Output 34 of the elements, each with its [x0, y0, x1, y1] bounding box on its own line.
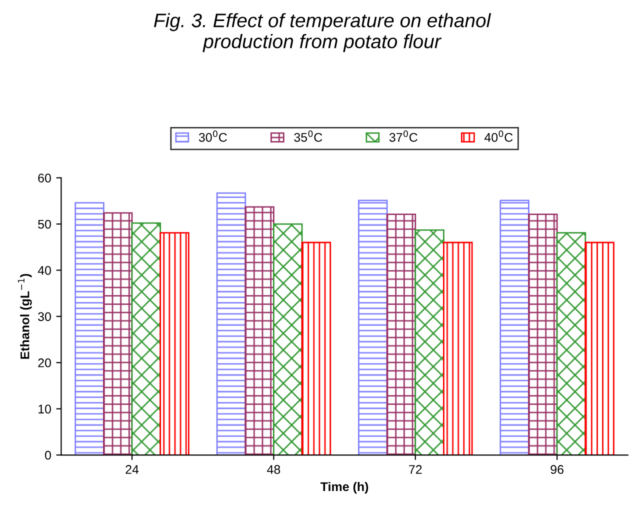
bar: [216, 192, 246, 456]
bar: [74, 202, 104, 456]
bar: [301, 242, 332, 456]
y-tick-label: 30: [38, 312, 51, 322]
bar: [244, 206, 274, 456]
legend-label: 37$^{0}$C: [389, 130, 418, 142]
bar: [386, 214, 416, 456]
x-axis-title: Time (h): [320, 482, 368, 494]
bar: [414, 229, 444, 456]
y-axis-title: Ethanol (gL$^{−1}$): [18, 274, 32, 359]
bar: [358, 200, 388, 456]
x-tick-label: 48: [267, 465, 280, 474]
bar: [443, 242, 473, 456]
bar: [528, 214, 558, 456]
bar: [556, 232, 586, 456]
y-tick-label: 60: [38, 174, 51, 182]
bar: [131, 222, 162, 456]
y-tick-label: 0: [44, 450, 51, 460]
y-tick-label: 50: [38, 220, 51, 229]
x-tick-label: 72: [409, 465, 422, 474]
y-tick-label: 40: [38, 266, 51, 275]
x-tick-label: 24: [126, 465, 139, 474]
y-tick-label: 20: [38, 358, 51, 368]
legend-label: 30$^{0}$C: [198, 130, 227, 142]
bar: [160, 232, 190, 456]
legend-label: 35$^{0}$C: [294, 130, 322, 142]
x-tick-label: 96: [550, 465, 564, 474]
legend-label: 40$^{0}$C: [484, 130, 513, 142]
chart-title: Fig. 3. Effect of temperature on ethanol production from potato flour: [154, 13, 492, 52]
bar: [273, 223, 303, 456]
y-tick-label: 10: [38, 404, 51, 414]
bar: [500, 200, 530, 456]
bar: [102, 212, 133, 456]
bar: [584, 242, 614, 456]
